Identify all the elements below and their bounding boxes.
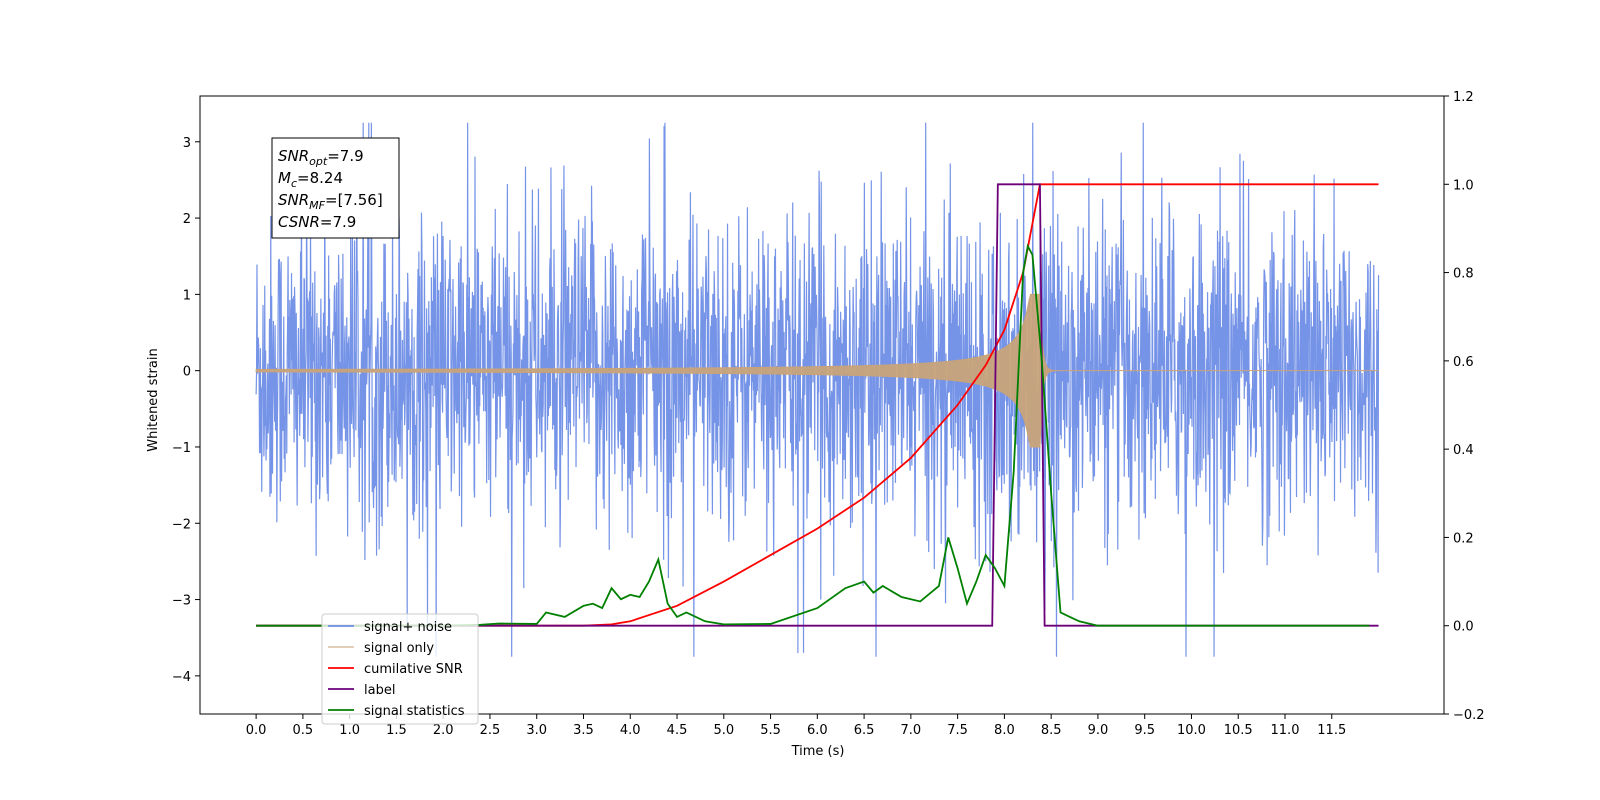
legend-entry: signal+ noise [364,620,452,635]
plot-clip-group [255,122,1380,657]
annotation-line: CSNR=7.9 [278,213,356,231]
x-tick-label: 8.5 [1041,723,1062,738]
series-signal-noise [255,122,1380,657]
x-tick-label: 9.0 [1088,723,1109,738]
x-tick-label: 9.5 [1134,723,1155,738]
y2-tick-label: 0.8 [1453,267,1474,282]
axes: 0.0 0.5 1.0 1.5 2.0 2.5 3.0 3.5 4.0 4.5 5.0 5.5 6.0 6… [172,90,1485,738]
series-signal-only [255,293,1379,448]
annotation-main: CSNR [278,213,320,231]
annotation-sub: opt [309,155,328,168]
annotation-line: SNRopt=7.9 [278,147,364,168]
legend-entry: signal only [364,641,434,656]
annotation-sub: c [291,177,297,190]
legend: signal+ noise signal only cumilative SNR la… [321,613,479,725]
y2-tick-label: −0.2 [1453,708,1485,723]
plot-area [255,122,1380,657]
x-tick-label: 4.0 [620,723,641,738]
x-tick-label: 8.0 [994,723,1015,738]
annotation-main: SNR [278,191,309,209]
y-tick-label: −4 [172,670,191,685]
annotation-main: SNR [278,147,309,165]
y2-tick-label: 0.4 [1453,443,1474,458]
annotation-value: =8.24 [297,169,343,187]
x-tick-label: 10.0 [1177,723,1206,738]
y-axis-label: Whitened strain [146,348,161,451]
y2-tick-label: 0.2 [1453,531,1474,546]
x-tick-label: 7.0 [901,723,922,738]
y2-tick-label: 1.0 [1453,178,1474,193]
annotation-value: =7.9 [327,147,363,165]
x-tick-label: 10.5 [1224,723,1253,738]
annotation-sub: MF [309,199,325,212]
annotation-value: =[7.56] [325,191,383,209]
x-tick-label: 6.0 [807,723,828,738]
x-tick-label: 5.0 [713,723,734,738]
y-tick-label: −1 [172,441,191,456]
x-axis-label: Time (s) [791,744,845,759]
y-tick-label: −2 [172,517,191,532]
annotation-main: M [278,169,291,187]
legend-entry: cumilative SNR [364,662,463,677]
annotation-frame [271,137,400,239]
x-tick-label: 11.5 [1317,723,1346,738]
x-tick-label: 0.5 [293,723,314,738]
x-tick-label: 3.0 [526,723,547,738]
annotation-value: =7.9 [320,213,356,231]
x-tick-label: 1.5 [386,723,407,738]
annotation-line: SNRMF=[7.56] [278,191,383,212]
y-tick-label: −3 [172,594,191,609]
legend-frame [321,613,479,725]
plot-frame [199,95,1445,715]
x-tick-label: 0.0 [246,723,267,738]
x-tick-label: 7.5 [947,723,968,738]
x-tick-label: 11.0 [1271,723,1300,738]
series-cumulative-snr [256,183,1379,627]
y2-tick-label: 0.6 [1453,355,1474,370]
x-tick-label: 1.0 [339,723,360,738]
annotation-line: Mc=8.24 [278,169,343,190]
x-tick-label: 3.5 [573,723,594,738]
x-tick-label: 5.5 [760,723,781,738]
y-tick-label: 2 [183,212,191,227]
x-tick-label: 6.5 [854,723,875,738]
y-tick-label: 1 [183,288,191,303]
x-tick-label: 4.5 [667,723,688,738]
series-signal-statistics [256,243,1370,627]
y-tick-label: 3 [183,136,191,151]
y-tick-label: 0 [183,365,191,380]
legend-entry: label [364,683,395,698]
legend-entry: signal statistics [364,704,465,719]
y2-tick-label: 0.0 [1453,620,1474,635]
x-tick-label: 2.0 [433,723,454,738]
y2-tick-label: 1.2 [1453,90,1474,105]
x-tick-label: 2.5 [480,723,501,738]
